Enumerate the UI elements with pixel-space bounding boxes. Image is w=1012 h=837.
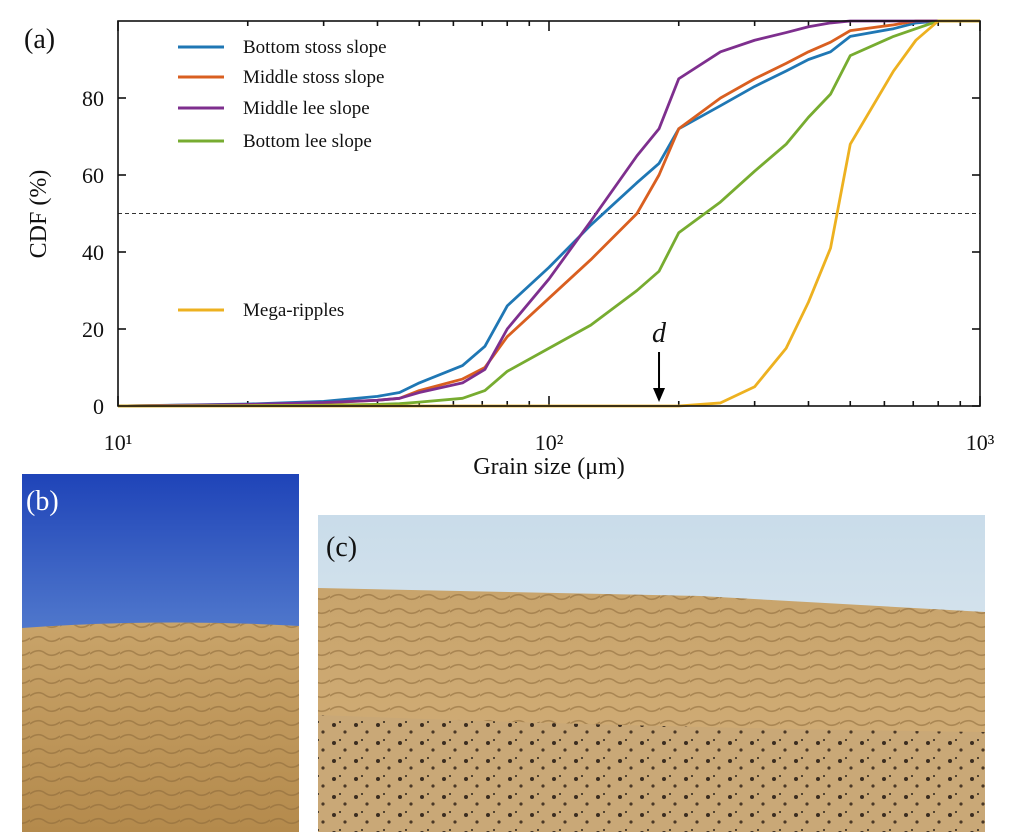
y-tick-label: 40 xyxy=(82,240,104,265)
panel-label: (a) xyxy=(24,24,55,55)
plot: 0 20 40 60 80 10¹ 10² 10³ Bottom stoss slope Midd… xyxy=(82,19,995,455)
legend-label: Middle stoss slope xyxy=(243,67,384,88)
x-tick-label: 10¹ xyxy=(104,430,133,455)
photo-b xyxy=(22,474,299,832)
series-line xyxy=(117,19,980,408)
plot-frame xyxy=(117,20,981,407)
y-tick-label: 80 xyxy=(82,86,104,111)
panel-label: (c) xyxy=(326,532,357,563)
legend-label: Bottom stoss slope xyxy=(243,37,387,58)
legend-label: Mega-ripples xyxy=(243,300,344,321)
y-tick-label: 60 xyxy=(82,163,104,188)
legend-label: Bottom lee slope xyxy=(243,131,372,152)
y-tick-label: 0 xyxy=(93,394,104,419)
annotation-arrowhead xyxy=(653,388,666,402)
y-tick-label: 20 xyxy=(82,317,104,342)
x-axis-label: Grain size (μm) xyxy=(473,454,624,480)
series-line xyxy=(117,19,980,408)
y-axis-label: CDF (%) xyxy=(26,170,52,259)
photo-c xyxy=(318,515,985,832)
panel-label: (b) xyxy=(26,486,59,517)
legend-label: Middle lee slope xyxy=(243,98,370,119)
x-tick-label: 10² xyxy=(535,430,564,455)
x-tick-label: 10³ xyxy=(966,430,995,455)
annotation-label: d xyxy=(652,318,667,349)
